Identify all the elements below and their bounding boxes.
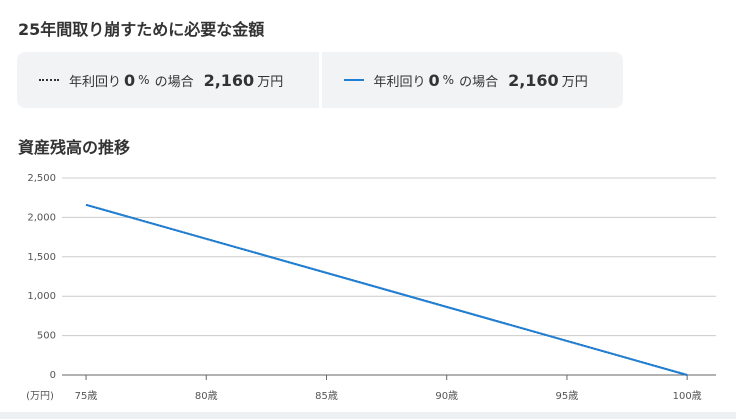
rate-unit: % <box>442 73 455 87</box>
series-line <box>85 203 688 376</box>
amount-unit: 万円 <box>257 74 284 90</box>
y-tick-label: 2,000 <box>27 212 56 223</box>
section-title: 資産残高の推移 <box>18 138 131 157</box>
rate: 0 <box>428 70 440 90</box>
suffix: の場合 <box>459 74 499 90</box>
amount: 2,160 <box>508 70 559 90</box>
suffix: の場合 <box>154 74 194 90</box>
x-tick-label: 100歳 <box>673 390 702 402</box>
amount: 2,160 <box>203 70 255 90</box>
prefix: 年利回り <box>373 74 426 90</box>
x-tick-label: 85歳 <box>315 390 338 402</box>
amount-unit: 万円 <box>561 74 588 90</box>
rate: 0 <box>124 70 136 90</box>
legend-swatch <box>39 79 59 81</box>
y-tick-label: 500 <box>37 331 56 342</box>
legend-swatch <box>343 79 364 81</box>
summary-item: 年利回り 0 % の場合 2,160 万円 <box>321 52 623 108</box>
x-tick-label: 80歳 <box>195 390 218 402</box>
y-unit-label: (万円) <box>26 391 54 402</box>
summary: 年利回り 0 % の場合 2,160 万円 年利回り 0 % の場合 2,160… <box>17 52 623 108</box>
title: 25年間取り崩すために必要な金額 <box>18 20 265 39</box>
footer-bar <box>0 412 736 419</box>
rate-unit: % <box>138 73 150 87</box>
prefix: 年利回り <box>69 74 122 90</box>
y-tick-label: 2,500 <box>27 173 56 184</box>
x-tick-label: 95歳 <box>556 390 579 402</box>
y-tick-label: 0 <box>50 370 56 381</box>
y-tick-label: 1,000 <box>27 291 56 302</box>
x-tick-label: 90歳 <box>435 390 458 402</box>
x-tick-label: 75歳 <box>75 390 98 402</box>
summary-item: 年利回り 0 % の場合 2,160 万円 <box>17 52 319 108</box>
y-tick-label: 1,500 <box>27 252 56 263</box>
